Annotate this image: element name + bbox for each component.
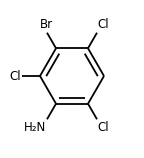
Text: Cl: Cl — [98, 121, 109, 134]
Text: Cl: Cl — [98, 18, 109, 31]
Text: Cl: Cl — [9, 70, 20, 82]
Text: Br: Br — [40, 18, 53, 31]
Text: H₂N: H₂N — [24, 121, 46, 134]
